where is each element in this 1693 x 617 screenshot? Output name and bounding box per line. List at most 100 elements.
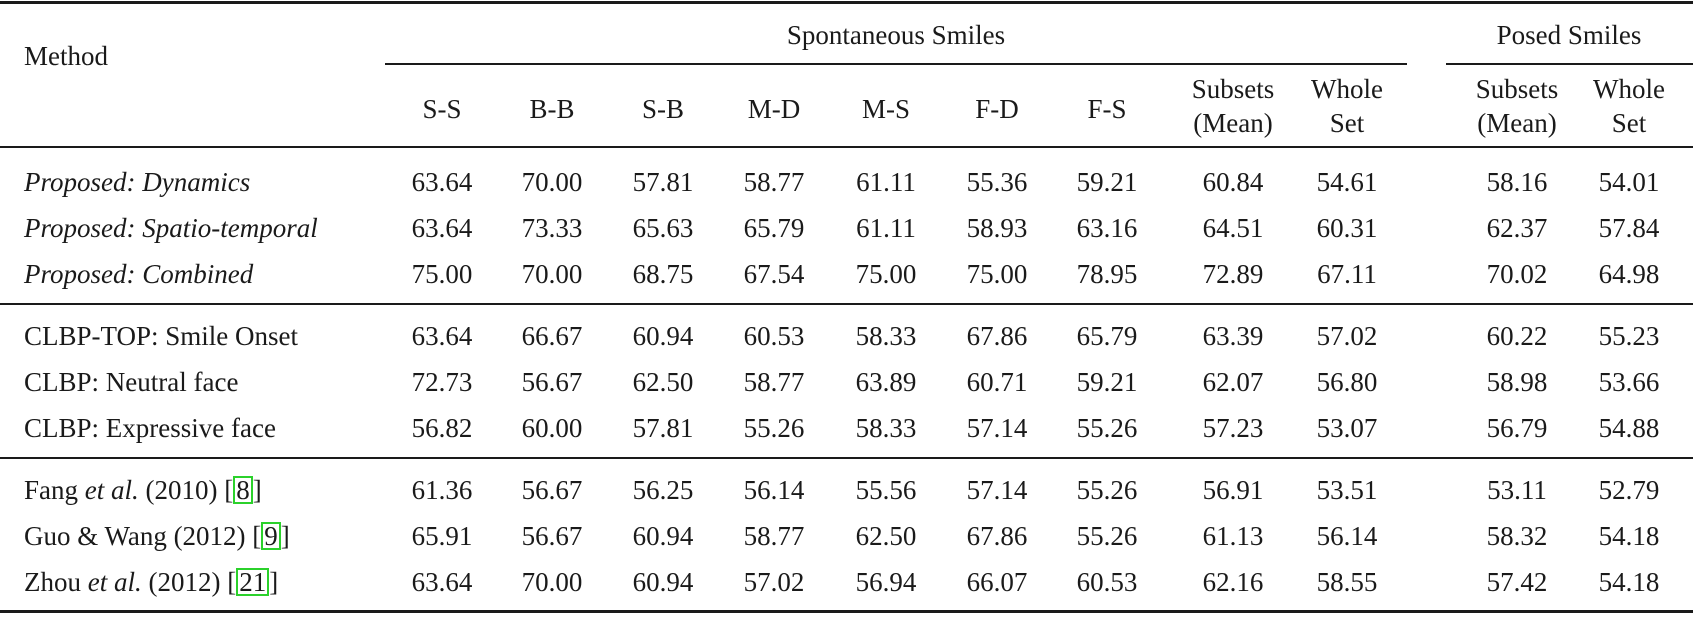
column-header-3: M-D [748,92,801,126]
citation-link[interactable]: 9 [261,522,281,550]
table-cell: 56.67 [521,367,583,397]
table-cell: 63.64 [411,167,473,197]
table-cell: 63.39 [1202,321,1264,351]
column-header-line1: Whole [1593,74,1665,104]
table-cell: 56.67 [521,475,583,505]
column-header-7: Subsets (Mean) [1192,72,1275,140]
row-method: CLBP-TOP: Smile Onset [24,320,298,352]
column-header-5: F-D [975,92,1019,126]
column-header-line1: B-B [529,94,575,124]
method-text-pre: Proposed: Combined [24,259,254,289]
table-cell: 58.93 [966,213,1028,243]
method-text-end: ] [252,475,262,505]
table-cell: 67.11 [1317,259,1377,289]
posed-smiles-header: Posed Smiles [1496,20,1642,50]
table-cell: 56.82 [411,413,473,443]
table-cell: 70.02 [1486,259,1548,289]
table-cell: 54.18 [1598,521,1660,551]
table-cell: 60.71 [966,367,1028,397]
column-header-line1: F-D [975,94,1019,124]
column-header-line1: Whole [1311,74,1383,104]
table-cell: 57.14 [966,475,1028,505]
table-cell: 56.14 [1316,521,1378,551]
row-method: Fang et al. (2010) [8] [24,474,262,506]
method-text-pre: CLBP: Expressive face [24,413,276,443]
table-cell: 53.51 [1316,475,1378,505]
top-rule [0,1,1693,4]
table-cell: 61.11 [856,167,916,197]
table-cell: 55.26 [1076,413,1138,443]
table-cell: 75.00 [411,259,473,289]
table-cell: 54.01 [1598,167,1660,197]
column-header-10: Whole Set [1593,72,1665,140]
column-header-line2: (Mean) [1477,108,1557,138]
table-cell: 61.13 [1202,521,1264,551]
table-cell: 54.18 [1598,567,1660,597]
table-cell: 64.98 [1598,259,1660,289]
citation-link[interactable]: 21 [236,568,270,596]
table-cell: 68.75 [632,259,694,289]
table-cell: 63.64 [411,213,473,243]
group-separator-rule-2 [0,457,1693,459]
table-cell: 67.86 [966,321,1028,351]
method-text-pre: CLBP: Neutral face [24,367,239,397]
row-method: Guo & Wang (2012) [9] [24,520,290,552]
method-header: Method [24,41,108,71]
table-cell: 59.21 [1076,367,1138,397]
column-header-line2: Set [1611,108,1647,138]
table-cell: 57.84 [1598,213,1660,243]
method-text-end: ] [280,521,290,551]
table-cell: 60.53 [743,321,805,351]
table-cell: 58.77 [743,367,805,397]
table-cell: 63.16 [1076,213,1138,243]
table-cell: 55.26 [1076,521,1138,551]
table-cell: 72.89 [1202,259,1264,289]
table-cell: 65.79 [743,213,805,243]
table-cell: 62.37 [1486,213,1548,243]
table-cell: 56.91 [1202,475,1264,505]
method-text-post: (2010) [ [138,475,234,505]
method-text-post: (2012) [ [141,567,237,597]
table-cell: 58.77 [743,521,805,551]
table-cell: 63.64 [411,321,473,351]
table-cell: 60.84 [1202,167,1264,197]
column-header-line1: S-S [422,94,462,124]
table-cell: 57.02 [743,567,805,597]
method-text-end: ] [269,567,279,597]
header-bottom-rule [0,146,1693,148]
table-cell: 59.21 [1076,167,1138,197]
column-header-line1: M-D [747,94,801,124]
table-cell: 52.79 [1598,475,1660,505]
row-method: CLBP: Neutral face [24,366,238,398]
table-cell: 60.53 [1076,567,1138,597]
table-cell: 56.67 [521,521,583,551]
table-cell: 57.23 [1202,413,1264,443]
table-cell: 56.94 [855,567,917,597]
table-cell: 57.02 [1316,321,1378,351]
table-cell: 58.98 [1486,367,1548,397]
table-cell: 58.77 [743,167,805,197]
table-cell: 55.56 [855,475,917,505]
column-header-line1: M-S [861,94,911,124]
table-cell: 67.86 [966,521,1028,551]
table-cell: 53.11 [1487,475,1547,505]
column-header-line2: Set [1329,108,1365,138]
method-text-it: et al. [84,475,139,505]
column-header-line1: Subsets [1475,74,1559,104]
spontaneous-smiles-header: Spontaneous Smiles [786,20,1006,50]
table-cell: 60.31 [1316,213,1378,243]
table-cell: 63.64 [411,567,473,597]
table-cell: 57.81 [632,413,694,443]
table-cell: 58.33 [855,413,917,443]
table-cell: 55.26 [1076,475,1138,505]
citation-link[interactable]: 8 [233,476,253,504]
table-cell: 57.81 [632,167,694,197]
row-method: CLBP: Expressive face [24,412,276,444]
table-cell: 62.07 [1202,367,1264,397]
table-cell: 55.23 [1598,321,1660,351]
column-header-2: S-B [642,92,684,126]
table-cell: 55.36 [966,167,1028,197]
table-cell: 60.22 [1486,321,1548,351]
method-text-pre: CLBP-TOP: Smile Onset [24,321,299,351]
method-text-pre: Proposed: Dynamics [24,167,251,197]
